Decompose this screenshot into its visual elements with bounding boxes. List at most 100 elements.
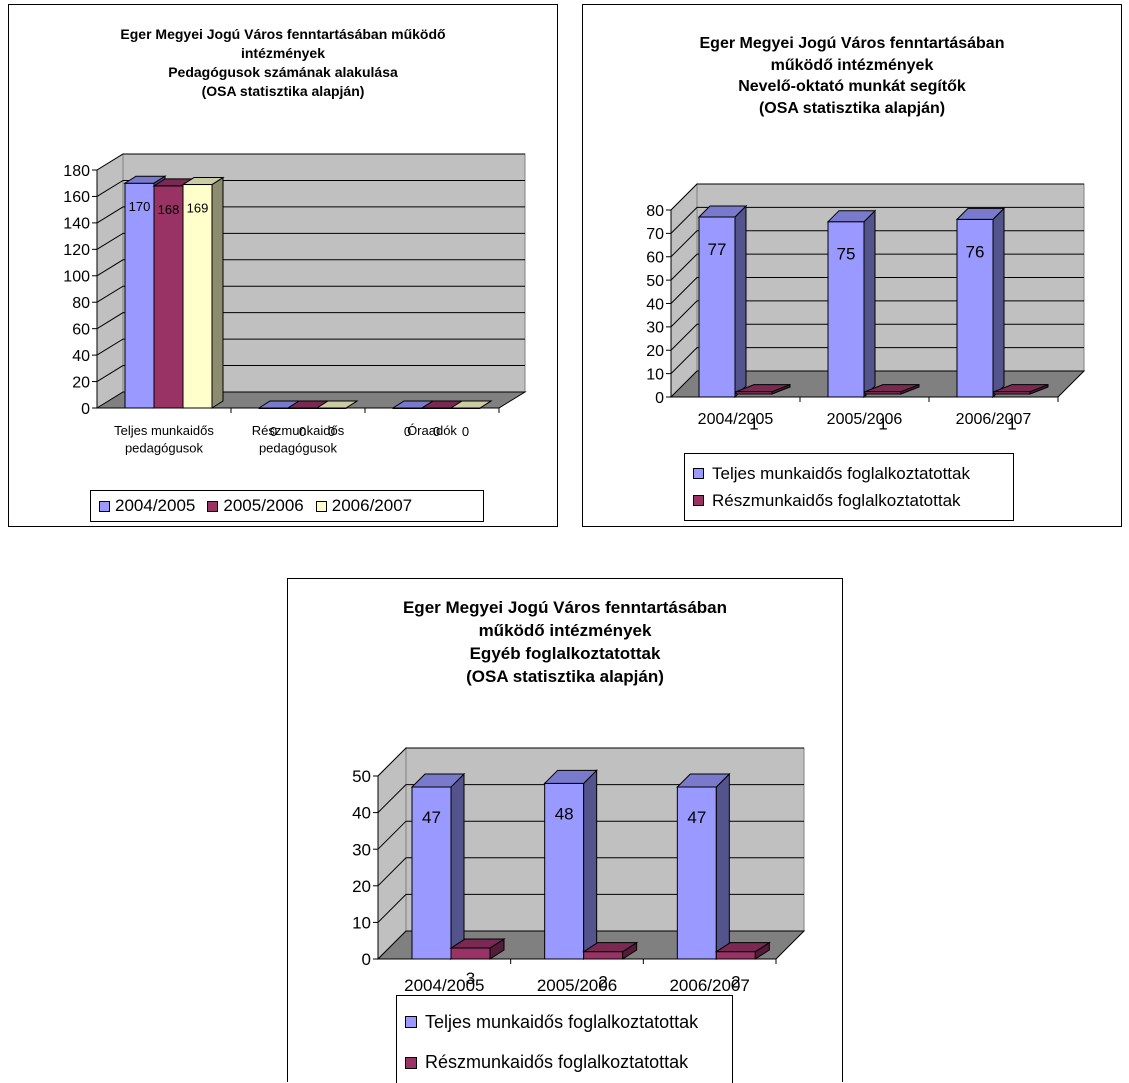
bar-top xyxy=(449,400,493,409)
gridline xyxy=(96,365,525,382)
data-label: 0 xyxy=(270,424,277,439)
legend-swatch xyxy=(405,1016,417,1029)
bar-side xyxy=(734,204,747,399)
data-label: 48 xyxy=(555,804,574,823)
gridline xyxy=(670,300,1084,328)
bar-front xyxy=(676,786,717,960)
side-wall xyxy=(377,746,407,961)
y-tick-label: 50 xyxy=(352,767,371,786)
data-label: 0 xyxy=(328,424,335,439)
y-tick-label: 40 xyxy=(72,348,90,365)
side-wall xyxy=(96,153,124,409)
data-label: 169 xyxy=(187,201,209,216)
chart-title-line: Egyéb foglalkoztatottak xyxy=(469,643,661,663)
gridline xyxy=(96,338,525,356)
y-tick-label: 60 xyxy=(646,250,664,267)
bar-front xyxy=(153,185,184,409)
y-tick-label: 80 xyxy=(72,295,90,312)
legend-item: Részmunkaidős foglalkoztatottak xyxy=(693,491,1005,511)
data-label: 47 xyxy=(422,808,441,827)
y-tick-label: 20 xyxy=(72,374,90,391)
bar-top xyxy=(955,207,1006,220)
legend-item: Teljes munkaidős foglalkoztatottak xyxy=(693,464,1005,484)
legend-item: 2005/2006 xyxy=(207,496,304,516)
legend-swatch xyxy=(207,500,219,512)
gridline xyxy=(377,747,804,777)
bar-side xyxy=(450,772,465,961)
y-tick-label: 70 xyxy=(646,226,664,243)
chart-title-line: működő intézmények xyxy=(770,56,934,74)
data-label: 1 xyxy=(1007,415,1016,434)
legend-label: Teljes munkaidős foglalkoztatottak xyxy=(712,463,970,483)
legend-item: 2004/2005 xyxy=(99,496,195,516)
gridline xyxy=(670,253,1084,281)
bar-top xyxy=(410,773,466,788)
y-tick-label: 40 xyxy=(352,804,371,823)
bar-top xyxy=(581,942,639,953)
data-label: 1 xyxy=(878,415,887,434)
y-tick-label: 20 xyxy=(352,877,371,896)
legend-swatch xyxy=(315,500,327,512)
bar-side xyxy=(863,209,876,399)
legend-item: Teljes munkaidős foglalkoztatottak xyxy=(405,1012,724,1033)
y-tick-label: 0 xyxy=(362,950,371,969)
bar-front xyxy=(698,216,736,398)
bar-front xyxy=(182,184,213,409)
plot-area: 0 20 40 60 80 100 120 140 160 180 Teljes munkaidős… xyxy=(63,153,527,456)
chart-title-line: Eger Megyei Jogú Város fenntartásában mű… xyxy=(120,26,446,42)
y-tick-label: 80 xyxy=(646,203,664,220)
data-label: 47 xyxy=(687,808,706,827)
x-tick-label: 2006/2007 xyxy=(956,411,1032,428)
legend-label: Részmunkaidős foglalkoztatottak xyxy=(425,1052,689,1073)
bar-top xyxy=(123,175,167,184)
bar-top xyxy=(735,384,791,393)
bar-front xyxy=(450,947,491,960)
y-tick-label: 0 xyxy=(655,390,664,407)
chart-title-line: Eger Megyei Jogú Város fenntartásában xyxy=(402,598,728,617)
gridline xyxy=(377,784,804,813)
y-tick-label: 100 xyxy=(63,269,90,286)
legend-item: Részmunkaidős foglalkoztatottak xyxy=(405,1052,724,1073)
legend-label: 2004/2005 xyxy=(115,496,196,515)
bar-top xyxy=(315,400,359,409)
bar-front xyxy=(124,182,155,409)
chart-pedagogusok: Eger Megyei Jogú Város fenntartásában mű… xyxy=(8,4,558,527)
data-label: 77 xyxy=(708,240,727,259)
bar-top xyxy=(449,938,506,949)
bar-top xyxy=(826,210,877,223)
bar-top xyxy=(181,177,225,186)
chart-title: Eger Megyei Jogú Város fenntartásában mű… xyxy=(288,597,842,689)
data-label: 170 xyxy=(129,199,151,214)
x-tick-label: 2005/2006 xyxy=(537,976,617,995)
plot-area: 0 10 20 30 40 50 60 70 80 2004/2005 2005/2006 2006/… xyxy=(646,182,1086,434)
chart-title-line: Nevelő-oktató munkát segítők xyxy=(738,78,966,96)
bar-side xyxy=(715,772,730,961)
gridline xyxy=(96,153,525,171)
y-tick-label: 10 xyxy=(646,366,664,383)
gridline xyxy=(96,259,525,277)
gridline xyxy=(96,206,525,224)
bar-top xyxy=(543,769,598,784)
gridline xyxy=(377,893,804,923)
bar-top xyxy=(697,205,748,218)
y-tick-label: 30 xyxy=(646,320,664,337)
gridline xyxy=(670,183,1084,211)
gridline xyxy=(377,820,804,850)
data-label: 168 xyxy=(158,202,180,217)
chart-title: Eger Megyei Jogú Város fenntartásában mű… xyxy=(9,25,557,101)
gridline xyxy=(670,206,1084,234)
legend-label: 2006/2007 xyxy=(331,496,413,515)
bar-top xyxy=(993,384,1049,393)
legend-swatch xyxy=(99,500,110,512)
gridline xyxy=(96,285,525,303)
bar-top xyxy=(864,384,920,393)
bar-top xyxy=(676,773,731,788)
chart-title-line: (OSA statisztika alapján) xyxy=(758,99,946,117)
chart-title-line: (OSA statisztika alapján) xyxy=(201,82,365,99)
chart-egyeb: Eger Megyei Jogú Város fenntartásában mű… xyxy=(287,578,843,1083)
x-tick-label: pedagógusok xyxy=(259,441,338,456)
gridline xyxy=(96,232,525,250)
y-tick-label: 40 xyxy=(646,296,664,313)
data-label: 75 xyxy=(837,245,856,264)
y-tick-label: 0 xyxy=(81,401,90,418)
